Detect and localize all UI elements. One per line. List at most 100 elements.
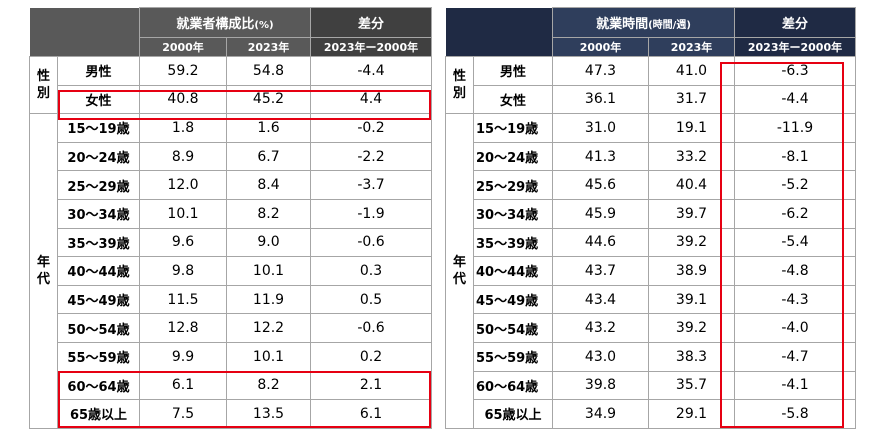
value-2000: 43.4 xyxy=(552,284,649,315)
value-diff: -11.9 xyxy=(734,113,856,143)
table-row: 45～49歳 11.5 11.9 0.5 xyxy=(30,284,432,315)
value-diff: -0.6 xyxy=(310,227,432,258)
value-2000: 1.8 xyxy=(139,113,227,143)
value-diff: 0.5 xyxy=(310,284,432,315)
metric-header: 就業時間(時間/週) xyxy=(552,7,735,38)
row-label: 男性 xyxy=(57,56,140,86)
value-2023: 11.9 xyxy=(226,284,311,315)
group-label-sex: 性別 xyxy=(445,55,474,115)
value-2000: 59.2 xyxy=(139,56,227,86)
value-diff: -5.4 xyxy=(734,227,856,258)
value-2000: 10.1 xyxy=(139,198,227,229)
table-row: 40～44歳 9.8 10.1 0.3 xyxy=(30,256,432,286)
value-diff: -5.8 xyxy=(734,399,856,429)
value-2023: 39.7 xyxy=(648,198,735,229)
col-2000-header: 2000年 xyxy=(139,37,227,57)
value-2000: 12.8 xyxy=(139,313,227,343)
table-row: 60～64歳 6.1 8.2 2.1 xyxy=(30,370,432,401)
value-2000: 47.3 xyxy=(552,56,649,86)
value-2023: 39.1 xyxy=(648,284,735,315)
row-label: 女性 xyxy=(473,84,553,115)
value-diff: 0.3 xyxy=(310,256,432,286)
group-label-char: 年 xyxy=(452,254,466,270)
value-2023: 12.2 xyxy=(226,313,311,343)
table-row: 50～54歳 43.2 39.2 -4.0 xyxy=(446,313,856,343)
table-row: 女性 36.1 31.7 -4.4 xyxy=(446,84,856,115)
working-hours-table: 就業時間(時間/週) 差分 2000年 2023年 2023年ー2000年 性別… xyxy=(445,7,856,429)
value-2023: 19.1 xyxy=(648,113,735,143)
header-corner xyxy=(29,7,140,57)
value-2023: 38.9 xyxy=(648,256,735,286)
value-2000: 6.1 xyxy=(139,370,227,401)
value-diff: -0.6 xyxy=(310,313,432,343)
table-row: 女性 40.8 45.2 4.4 xyxy=(30,84,432,115)
value-2023: 45.2 xyxy=(226,84,311,115)
value-2000: 9.6 xyxy=(139,227,227,258)
row-label: 40～44歳 xyxy=(57,256,140,286)
row-label: 男性 xyxy=(473,56,553,86)
row-label: 45～49歳 xyxy=(57,284,140,315)
left-body: 性別男性 59.2 54.8 -4.4 女性 40.8 45.2 4.4 年代 15～19歳 1.8… xyxy=(29,55,432,429)
header-corner xyxy=(445,7,553,57)
metric-unit: (%) xyxy=(254,20,274,31)
group-label-char: 別 xyxy=(452,86,466,102)
col-2023-header: 2023年 xyxy=(226,37,311,57)
value-2000: 9.9 xyxy=(139,341,227,372)
value-diff: -5.2 xyxy=(734,170,856,200)
value-2000: 44.6 xyxy=(552,227,649,258)
table-row: 45～49歳 43.4 39.1 -4.3 xyxy=(446,284,856,315)
row-label: 40～44歳 xyxy=(473,256,553,286)
group-label-char: 別 xyxy=(36,86,50,102)
value-2000: 40.8 xyxy=(139,84,227,115)
row-label: 50～54歳 xyxy=(473,313,553,343)
group-label-sex: 性別 xyxy=(29,55,58,115)
table-row: 性別男性 59.2 54.8 -4.4 xyxy=(29,55,432,115)
table-row: 20～24歳 41.3 33.2 -8.1 xyxy=(446,141,856,172)
value-diff: 6.1 xyxy=(310,399,432,429)
table-row: 25～29歳 12.0 8.4 -3.7 xyxy=(30,170,432,200)
table-row: 30～34歳 45.9 39.7 -6.2 xyxy=(446,198,856,229)
value-2000: 39.8 xyxy=(552,370,649,401)
row-label: 15～19歳 xyxy=(473,113,553,143)
value-diff: -4.3 xyxy=(734,284,856,315)
value-2000: 31.0 xyxy=(552,113,649,143)
value-2023: 31.7 xyxy=(648,84,735,115)
col-diff-header: 2023年ー2000年 xyxy=(734,37,856,57)
value-2023: 1.6 xyxy=(226,113,311,143)
row-label: 30～34歳 xyxy=(473,198,553,229)
value-diff: -1.9 xyxy=(310,198,432,229)
value-2000: 45.9 xyxy=(552,198,649,229)
row-label: 25～29歳 xyxy=(473,170,553,200)
value-2000: 8.9 xyxy=(139,141,227,172)
value-2000: 12.0 xyxy=(139,170,227,200)
value-2023: 8.2 xyxy=(226,370,311,401)
metric-header: 就業者構成比(%) xyxy=(139,7,311,38)
value-diff: -4.7 xyxy=(734,341,856,372)
table-row: 20～24歳 8.9 6.7 -2.2 xyxy=(30,141,432,172)
value-2000: 11.5 xyxy=(139,284,227,315)
table-row: 55～59歳 9.9 10.1 0.2 xyxy=(30,341,432,372)
value-2000: 7.5 xyxy=(139,399,227,429)
table-row: 65歳以上 7.5 13.5 6.1 xyxy=(30,399,432,429)
row-label: 65歳以上 xyxy=(473,399,553,429)
group-label-age: 年代 xyxy=(29,113,58,429)
value-2023: 39.2 xyxy=(648,313,735,343)
table-row: 35～39歳 44.6 39.2 -5.4 xyxy=(446,227,856,258)
value-diff: -6.3 xyxy=(734,56,856,86)
value-2023: 35.7 xyxy=(648,370,735,401)
right-body: 性別男性 47.3 41.0 -6.3 女性 36.1 31.7 -4.4 年代 15～19歳 31… xyxy=(445,55,856,429)
row-label: 30～34歳 xyxy=(57,198,140,229)
diff-header: 差分 xyxy=(310,7,432,38)
group-label-char: 代 xyxy=(452,271,466,287)
value-2000: 45.6 xyxy=(552,170,649,200)
col-diff-header: 2023年ー2000年 xyxy=(310,37,432,57)
value-2000: 43.2 xyxy=(552,313,649,343)
value-2000: 34.9 xyxy=(552,399,649,429)
value-diff: 2.1 xyxy=(310,370,432,401)
row-label: 60～64歳 xyxy=(57,370,140,401)
value-2023: 40.4 xyxy=(648,170,735,200)
value-2023: 33.2 xyxy=(648,141,735,172)
value-diff: -4.1 xyxy=(734,370,856,401)
col-2000-header: 2000年 xyxy=(552,37,649,57)
value-2023: 8.4 xyxy=(226,170,311,200)
